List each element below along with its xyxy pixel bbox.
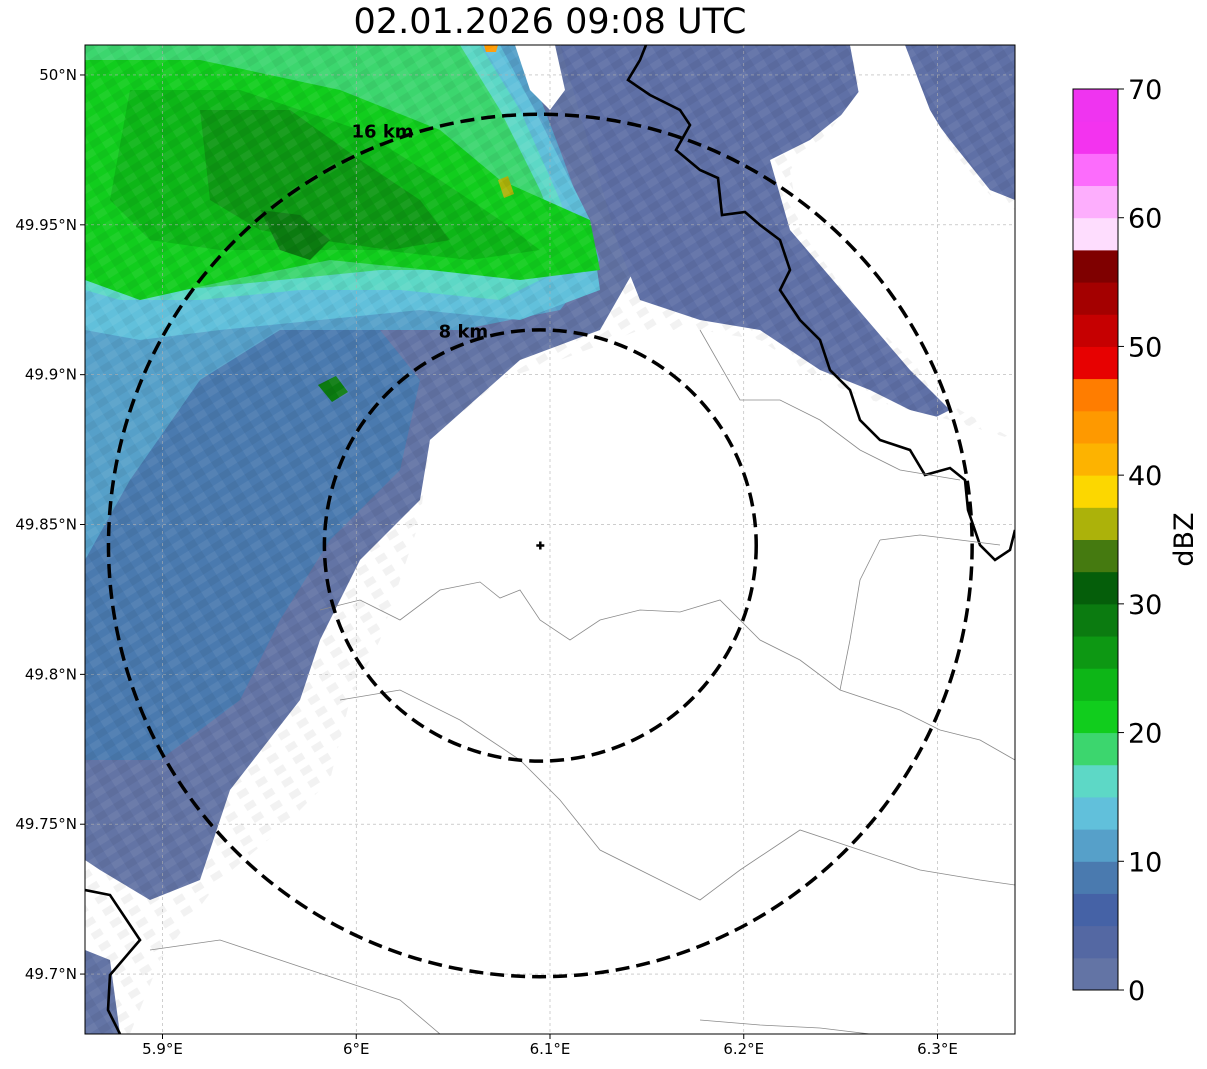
colorbar-tick-label: 60 (1128, 204, 1162, 235)
range-ring-label: 16 km (352, 122, 414, 143)
colorbar-segment (1073, 410, 1118, 444)
colorbar-segment (1073, 829, 1118, 862)
border-inner-2 (339, 689, 1015, 901)
colorbar-segment (1073, 121, 1118, 154)
colorbar-tick-label: 30 (1128, 590, 1162, 621)
lon-tick-label: 6.1°E (530, 1040, 571, 1058)
longitude-axis: 5.9°E 6°E 6.1°E 6.2°E 6.3°E (142, 1034, 958, 1058)
clear-area-north (515, 45, 565, 110)
range-rings (106, 112, 974, 979)
colorbar-segment (1073, 475, 1118, 508)
colorbar-segment (1073, 217, 1118, 251)
range-ring-labels: 8 km 16 km (352, 122, 489, 343)
colorbar-segment (1073, 636, 1118, 669)
colorbar-tick-label: 40 (1128, 461, 1162, 492)
colorbar-segment (1073, 732, 1118, 766)
latitude-axis: 50°N 49.95°N 49.9°N 49.85°N 49.8°N 49.75°N 49.… (15, 66, 85, 983)
colorbar-tick-label: 0 (1128, 976, 1145, 1007)
lon-tick-label: 6°E (343, 1040, 370, 1058)
colorbar-segment (1073, 249, 1118, 283)
colorbar-segment (1073, 282, 1118, 315)
border-southwest (85, 888, 142, 1034)
colorbar-segment (1073, 861, 1118, 894)
colorbar-segment (1073, 603, 1118, 637)
colorbar-tick-label: 50 (1128, 332, 1162, 363)
colorbar-segment (1073, 185, 1118, 219)
border-france-germany (626, 45, 1015, 562)
colorbar-unit-label: dBZ (1169, 512, 1200, 566)
lat-tick-label: 49.75°N (15, 815, 77, 833)
range-ring-label: 8 km (439, 322, 489, 343)
colorbar-segment (1073, 571, 1118, 605)
radar-site-marker (536, 541, 545, 550)
border-inner-6 (699, 1019, 871, 1034)
colorbar-tick-label: 70 (1128, 75, 1162, 106)
range-ring (322, 328, 758, 763)
colorbar-segment (1073, 346, 1118, 380)
colorbar-segment (1073, 153, 1118, 187)
lon-tick-label: 6.3°E (917, 1040, 958, 1058)
lat-tick-label: 49.9°N (25, 366, 77, 384)
clear-area-south (130, 330, 1015, 1034)
lon-tick-label: 6.2°E (723, 1040, 764, 1058)
colorbar-segment (1073, 925, 1118, 959)
colorbar-segment (1073, 893, 1118, 927)
colorbar-tick-label: 10 (1128, 847, 1162, 878)
clear-area-northeast (790, 45, 1015, 440)
colorbar-segment (1073, 668, 1118, 701)
colorbar-segment (1073, 442, 1118, 476)
colorbar-segment (1073, 507, 1118, 540)
colorbar-segment (1073, 796, 1118, 830)
border-inner-5 (839, 534, 1001, 691)
colorbar: 0 10 20 30 40 50 60 70 dBZ (1072, 75, 1200, 1007)
colorbar-segment (1073, 764, 1118, 798)
border-inner-1 (319, 581, 1015, 761)
colorbar-segment (1073, 378, 1118, 412)
colorbar-segment (1073, 700, 1118, 734)
gridlines (85, 45, 1015, 1034)
lat-tick-label: 49.8°N (25, 665, 77, 683)
lat-tick-label: 49.7°N (25, 965, 77, 983)
colorbar-segment (1073, 314, 1118, 347)
map-title: 02.01.2026 09:08 UTC (353, 2, 747, 42)
colorbar-segment (1073, 539, 1118, 573)
border-inner-4 (699, 329, 961, 481)
lat-tick-label: 49.85°N (15, 516, 77, 534)
colorbar-segment (1073, 89, 1118, 122)
border-inner-3 (149, 939, 441, 1034)
lat-tick-label: 50°N (39, 66, 77, 84)
borders (85, 45, 1015, 1034)
colorbar-segment (1073, 957, 1118, 991)
colorbar-tick-label: 20 (1128, 719, 1162, 750)
range-ring (106, 112, 974, 979)
lon-tick-label: 5.9°E (142, 1040, 183, 1058)
lat-tick-label: 49.95°N (15, 216, 77, 234)
colorbar-frame (1072, 88, 1119, 991)
